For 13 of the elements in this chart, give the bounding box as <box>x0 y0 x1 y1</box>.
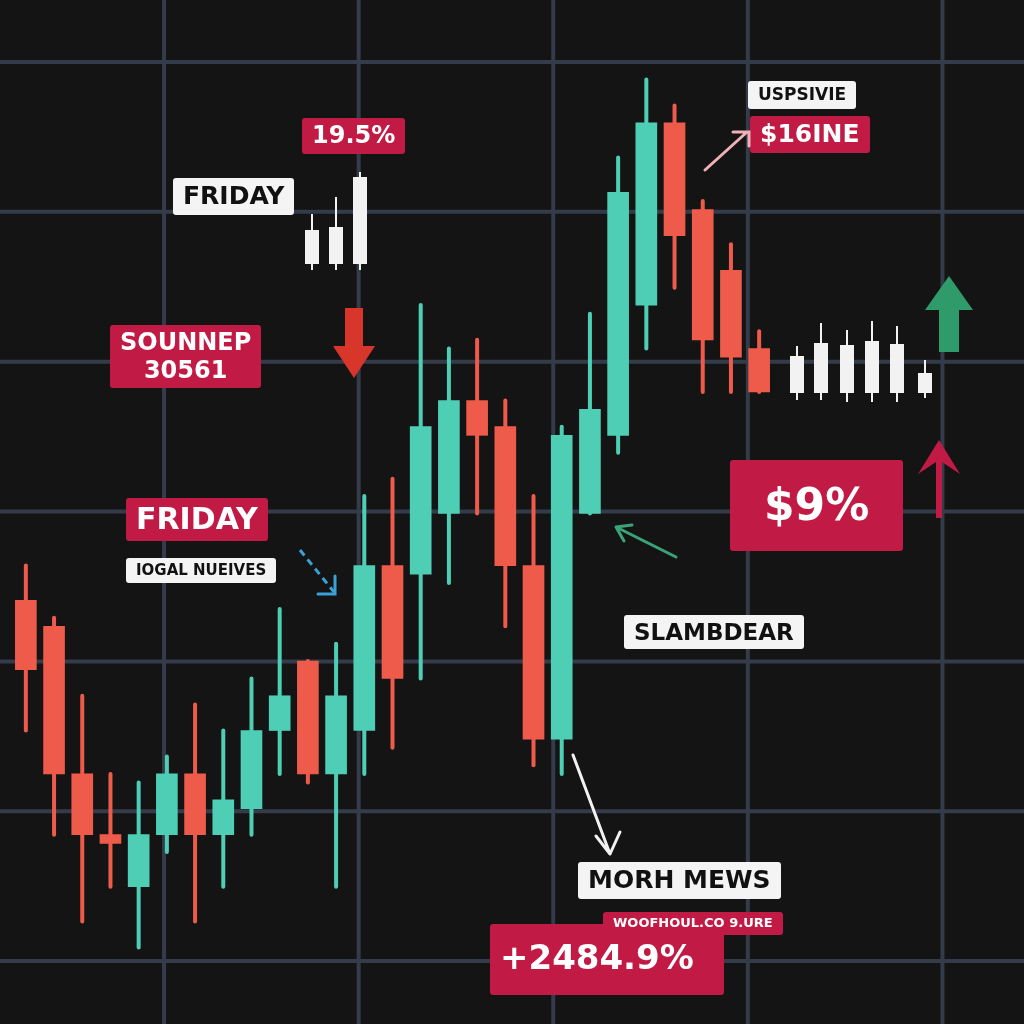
annotation: USPSIVIE <box>748 81 857 109</box>
annotation: +2484.9% <box>500 937 694 977</box>
candlestick <box>99 771 122 889</box>
annotation: $16INE <box>750 116 870 153</box>
annotation: FRIDAY <box>126 498 268 541</box>
annotation: SLAMBDEAR <box>624 615 804 650</box>
annotation: 19.5% <box>302 118 406 154</box>
annotation: FRIDAY <box>173 178 295 215</box>
annotation: WOOFHOUL.CO 9.URE <box>603 912 783 935</box>
annotation: MORH MEWS <box>578 862 781 899</box>
annotation: SOUNNEP 30561 <box>110 325 262 389</box>
annotation: $9% <box>730 460 904 551</box>
annotation: IOGAL NUEIVES <box>126 558 277 584</box>
